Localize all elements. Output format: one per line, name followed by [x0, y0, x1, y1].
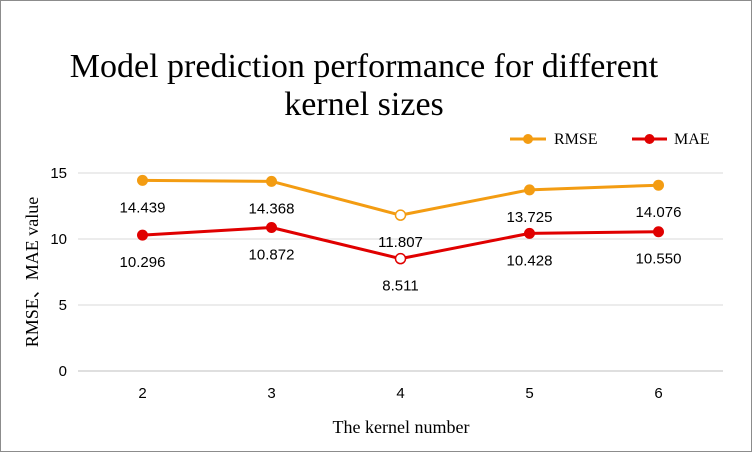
mae-data-label: 10.550 — [636, 251, 682, 268]
mae-data-label: 8.511 — [382, 278, 418, 295]
rmse-point — [394, 209, 407, 221]
gridlines — [78, 172, 723, 372]
x-tick-label: 6 — [654, 385, 662, 402]
mae-point — [524, 227, 535, 239]
mae-data-label: 10.296 — [120, 254, 166, 271]
y-tick-label: 5 — [59, 297, 67, 314]
mae-point — [653, 226, 664, 238]
chart-title-line-2: kernel sizes — [284, 86, 444, 123]
y-axis-title: RMSE、MAE value — [22, 197, 42, 348]
mae-point — [266, 221, 277, 233]
x-axis-title: The kernel number — [333, 417, 470, 437]
data-labels: 14.439 14.368 11.807 13.725 14.076 10.296 10.8… — [120, 199, 682, 294]
legend-mae-label: MAE — [674, 131, 710, 148]
series-lines — [137, 174, 664, 265]
rmse-point — [524, 184, 535, 196]
legend-rmse-label: RMSE — [554, 131, 598, 148]
legend-rmse-marker — [523, 134, 533, 144]
x-tick-label: 4 — [396, 385, 404, 402]
legend-mae-marker — [644, 134, 655, 144]
rmse-data-label: 14.368 — [249, 200, 295, 217]
rmse-data-label: 14.439 — [120, 199, 166, 216]
x-tick-label: 2 — [138, 385, 146, 402]
rmse-data-label: 11.807 — [378, 234, 423, 251]
x-axis-ticks: 2 3 4 5 6 — [138, 385, 662, 402]
rmse-data-label: 13.725 — [507, 209, 553, 226]
rmse-point — [266, 175, 277, 187]
y-tick-label: 10 — [50, 231, 67, 248]
rmse-point — [653, 179, 664, 191]
x-tick-label: 3 — [267, 385, 275, 402]
mae-point — [394, 252, 407, 265]
mae-data-label: 10.872 — [249, 246, 295, 263]
y-axis-ticks: 0 5 10 15 — [50, 165, 67, 380]
rmse-data-label: 14.076 — [636, 204, 682, 221]
y-tick-label: 0 — [59, 363, 67, 380]
legend: RMSE MAE — [510, 131, 710, 148]
mae-data-label: 10.428 — [507, 252, 553, 269]
x-tick-label: 5 — [525, 385, 533, 402]
rmse-point — [137, 174, 148, 186]
y-tick-label: 15 — [50, 165, 67, 182]
chart-title-line-1: Model prediction performance for differe… — [70, 48, 659, 85]
mae-point — [137, 229, 148, 241]
